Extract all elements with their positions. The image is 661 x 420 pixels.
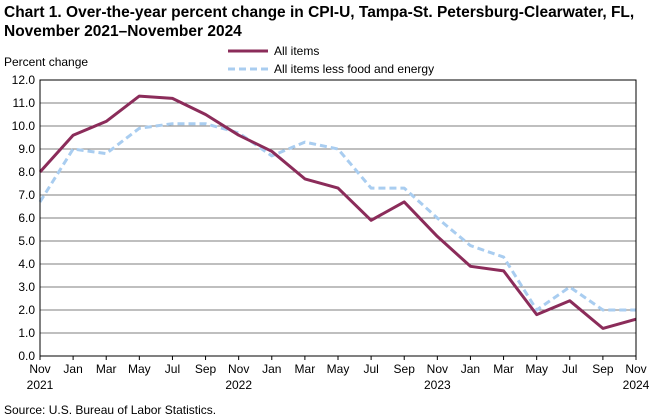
x-tick-label: Sep [592,362,614,376]
y-tick-label: 3.0 [18,280,35,294]
x-tick-label: Nov [427,362,448,376]
y-tick-label: 0.0 [18,349,35,363]
chart-title: Chart 1. Over-the-year percent change in… [4,4,635,40]
x-tick-label: Nov [29,362,50,376]
x-tick-year-label: 2021 [27,378,54,392]
legend: All items All items less food and energy [228,42,434,78]
x-tick-label: Nov [228,362,249,376]
legend-label-all-items: All items [274,44,320,58]
y-tick-label: 2.0 [18,303,35,317]
y-tick-label: 1.0 [18,326,35,340]
x-tick-label: Jan [63,362,82,376]
x-tick-label: Sep [195,362,217,376]
legend-swatch-all-items [228,49,268,53]
x-tick-label: Mar [96,362,117,376]
y-axis-ticks: 0.0 1.0 2.0 3.0 4.0 5.0 6.0 7.0 8.0 9.0 10.0 11.0 12… [12,73,36,363]
x-tick-year-label: 2024 [623,378,650,392]
y-tick-label: 7.0 [18,188,35,202]
y-tick-label: 10.0 [12,119,36,133]
x-tick-label: Jul [562,362,577,376]
x-tick-year-label: 2022 [225,378,252,392]
x-tick-label: May [525,362,548,376]
x-tick-label: Jan [461,362,480,376]
series-line-core [38,122,636,312]
y-tick-label: 4.0 [18,257,35,271]
x-tick-label: Jan [262,362,281,376]
y-axis-label: Percent change [4,55,89,69]
y-tick-label: 8.0 [18,165,35,179]
legend-item-all-items: All items [228,42,434,60]
legend-item-core: All items less food and energy [228,60,434,78]
legend-swatch-core [228,67,268,71]
y-tick-label: 9.0 [18,142,35,156]
gridlines [40,102,636,334]
x-tick-label: Mar [295,362,316,376]
series-lines [38,94,637,330]
x-axis-ticks: Nov 2021 Jan Mar May Jul Sep Nov 2022 Jan Mar May Ju… [27,356,650,392]
x-tick-label: Jul [363,362,378,376]
plot-frame [39,79,637,357]
x-tick-label: May [128,362,151,376]
x-tick-label: Sep [394,362,416,376]
x-tick-label: Jul [165,362,180,376]
y-tick-label: 6.0 [18,211,35,225]
y-tick-label: 5.0 [18,234,35,248]
x-tick-label: May [327,362,350,376]
x-tick-year-label: 2023 [424,378,451,392]
x-tick-label: Mar [493,362,514,376]
source-note: Source: U.S. Bureau of Labor Statistics. [4,403,217,417]
y-tick-label: 11.0 [13,96,36,110]
legend-label-core: All items less food and energy [274,62,435,76]
y-tick-label: 12.0 [12,73,36,87]
series-line-all-items [38,94,637,330]
x-tick-label: Nov [625,362,646,376]
